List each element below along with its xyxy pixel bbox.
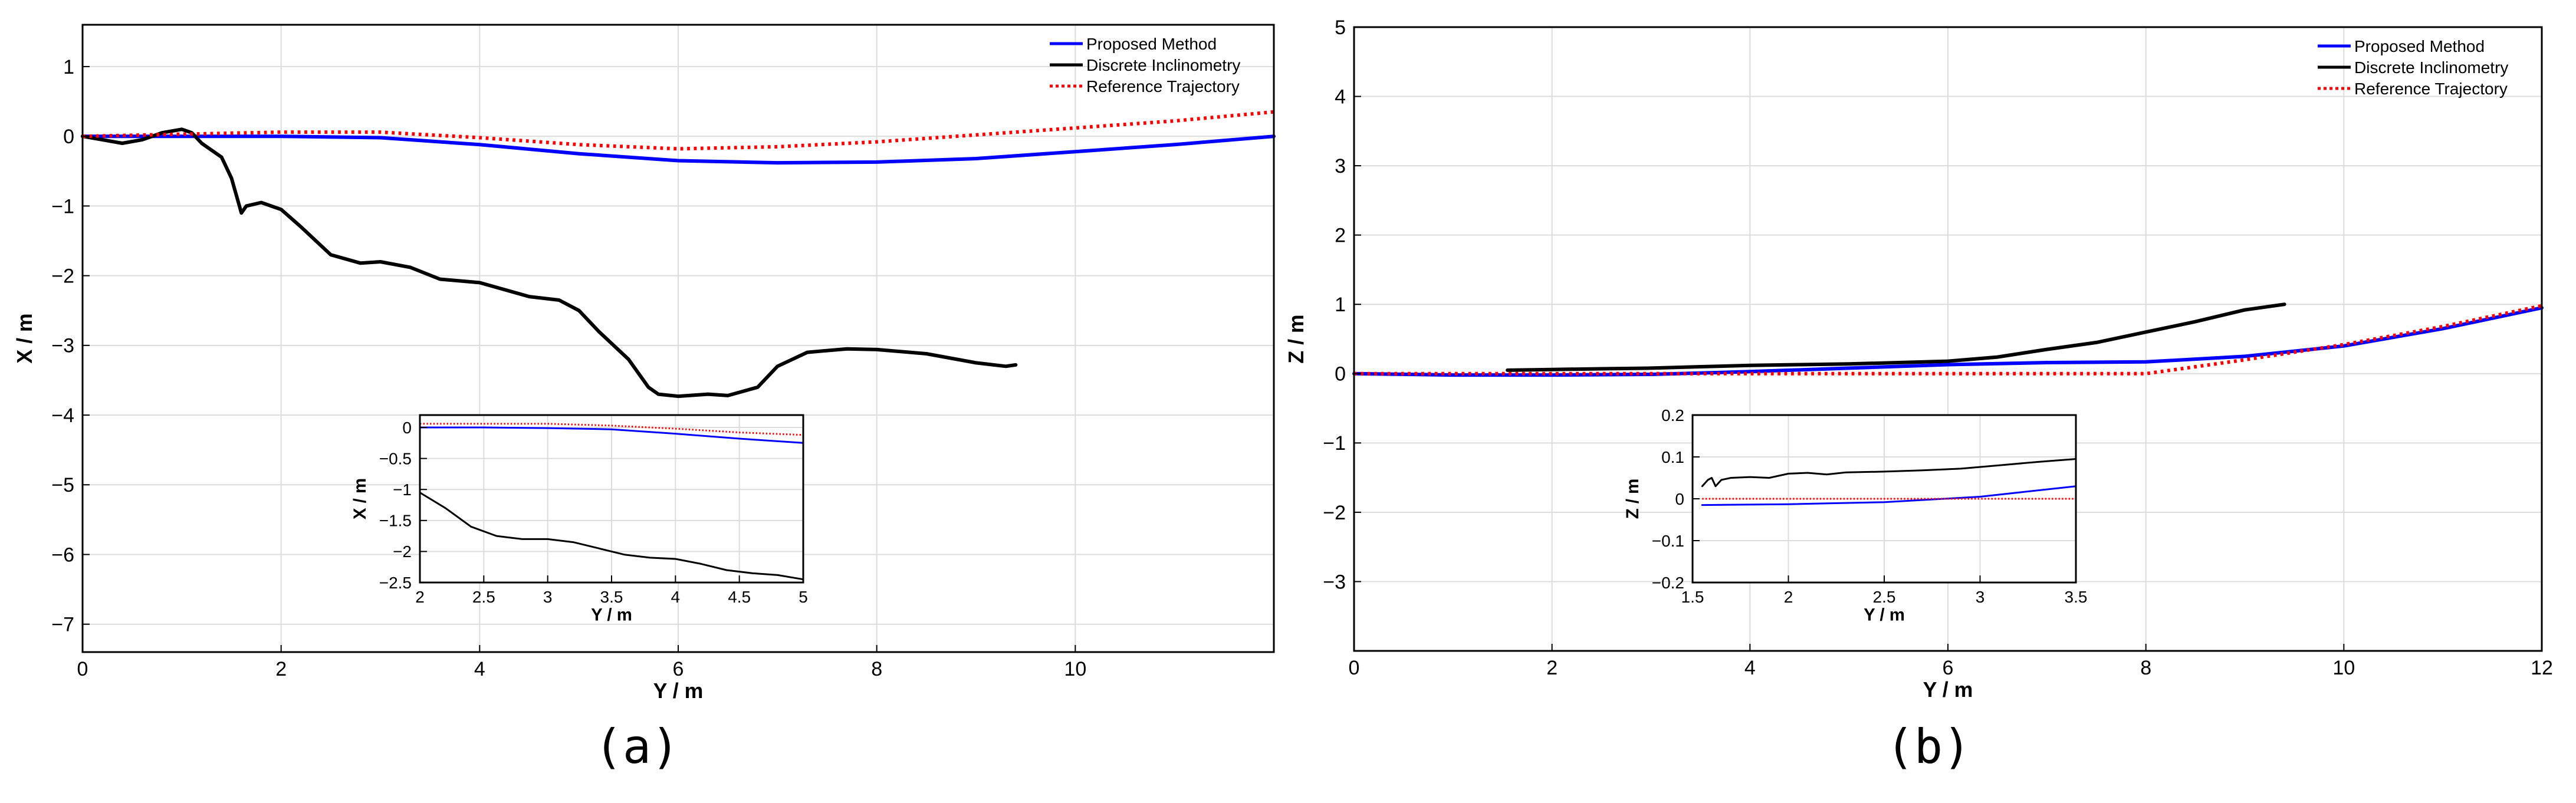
x-tick-label: 3 (543, 588, 553, 606)
y-tick-label: 0 (1675, 490, 1684, 508)
x-tick-label: 3 (1976, 588, 1985, 606)
y-tick-label: −7 (51, 614, 74, 636)
x-tick-label: 4 (474, 658, 485, 680)
y-tick-label: −0.2 (1652, 574, 1684, 592)
series-line-reference-trajectory (420, 423, 804, 436)
x-tick-label: 3.5 (2065, 588, 2088, 606)
legend: Proposed Method Discrete Inclinometry Refe… (2318, 37, 2508, 98)
x-tick-label: 5 (799, 588, 808, 606)
y-axis-label: X / m (350, 478, 370, 519)
y-tick-label: −1 (51, 195, 74, 218)
y-axis-label: Z / m (1284, 314, 1308, 363)
y-tick-label: 0.2 (1661, 406, 1684, 424)
y-tick-label: 0.1 (1661, 448, 1684, 466)
x-tick-label: 2 (1784, 588, 1793, 606)
x-tick-label: 2 (1546, 657, 1558, 679)
legend-label: Proposed Method (2354, 37, 2485, 55)
legend: Proposed Method Discrete Inclinometry Refe… (1050, 35, 1240, 96)
series-line-proposed-method (419, 426, 804, 444)
y-tick-label: 0 (1335, 363, 1346, 386)
x-tick-label: 6 (673, 658, 684, 680)
legend-label: Discrete Inclinometry (2354, 58, 2508, 77)
y-tick-label: −0.1 (1652, 532, 1684, 550)
y-tick-label: 0 (402, 419, 412, 437)
x-tick-label: 4 (1744, 657, 1756, 679)
legend-label: Discrete Inclinometry (1086, 56, 1240, 74)
x-tick-label: 2 (275, 658, 287, 680)
y-tick-label: −2.5 (379, 574, 412, 592)
y-tick-label: −5 (51, 474, 74, 496)
x-tick-label: 8 (871, 658, 882, 680)
y-tick-label: −4 (51, 404, 74, 427)
y-tick-label: −2 (393, 542, 412, 561)
caption-a: (a) (594, 719, 680, 774)
x-tick-label: 0 (77, 658, 88, 680)
y-tick-label: 5 (1335, 17, 1346, 39)
legend-label: Reference Trajectory (2354, 80, 2508, 98)
y-tick-label: −6 (51, 544, 74, 566)
chart-b-inset: 1.5 2 2.5 3 3.5 0.2 0.1 0 −0.1 −0.2 Y / m Z / m (1623, 406, 2087, 625)
x-tick-label: 4 (671, 588, 681, 606)
x-tick-label: 2 (415, 588, 425, 606)
y-tick-label: −2 (1323, 502, 1346, 524)
chart-a-inset: 2 2.5 3 3.5 4 4.5 5 0 −0.5 −1 −1.5 −2 −2.5 Y / m X / m (350, 414, 808, 624)
x-tick-label: 10 (1064, 658, 1086, 680)
x-axis-label: Y / m (1864, 605, 1905, 624)
x-tick-label: 6 (1943, 657, 1954, 679)
y-tick-label: −2 (51, 265, 74, 288)
series-line-proposed-method (1701, 485, 2077, 506)
x-tick-label: 0 (1349, 657, 1360, 679)
y-tick-label: 1 (63, 56, 74, 78)
y-tick-label: −1 (393, 481, 412, 499)
y-tick-label: 0 (63, 126, 74, 148)
series-line-proposed-method (81, 134, 1276, 165)
y-tick-label: 4 (1335, 85, 1346, 108)
y-tick-label: −3 (51, 335, 74, 357)
series-line-proposed-method (1352, 306, 2544, 377)
y-tick-label: −1 (1323, 432, 1346, 455)
series-line-discrete-inclinometry (419, 492, 804, 581)
x-axis-label: Y / m (1923, 678, 1973, 702)
y-tick-label: 3 (1335, 155, 1346, 177)
series-line-discrete-inclinometry (81, 127, 1018, 399)
series-line-discrete-inclinometry (1701, 458, 2077, 488)
x-tick-label: 10 (2332, 657, 2355, 679)
x-axis-label: Y / m (591, 605, 632, 624)
legend-label: Reference Trajectory (1086, 77, 1240, 96)
x-tick-label: 4.5 (728, 588, 751, 606)
series-line-discrete-inclinometry (1506, 302, 2286, 372)
y-tick-label: −1.5 (379, 512, 412, 530)
x-tick-label: 3.5 (600, 588, 623, 606)
y-tick-label: −0.5 (379, 449, 412, 468)
y-tick-label: 1 (1335, 294, 1346, 316)
legend-label: Proposed Method (1086, 35, 1217, 53)
x-tick-label: 12 (2531, 657, 2553, 679)
x-tick-label: 8 (2140, 657, 2151, 679)
y-tick-label: 2 (1335, 225, 1346, 247)
x-tick-label: 2.5 (1873, 588, 1896, 606)
y-tick-label: −3 (1323, 571, 1346, 593)
x-axis-label: Y / m (653, 679, 704, 703)
series-line-reference-trajectory (1354, 304, 2542, 376)
y-axis-label: X / m (13, 313, 37, 363)
y-axis-label: Z / m (1623, 479, 1642, 519)
x-tick-label: 1.5 (1681, 588, 1704, 606)
caption-b: (b) (1885, 719, 1972, 774)
x-tick-label: 2.5 (472, 588, 495, 606)
